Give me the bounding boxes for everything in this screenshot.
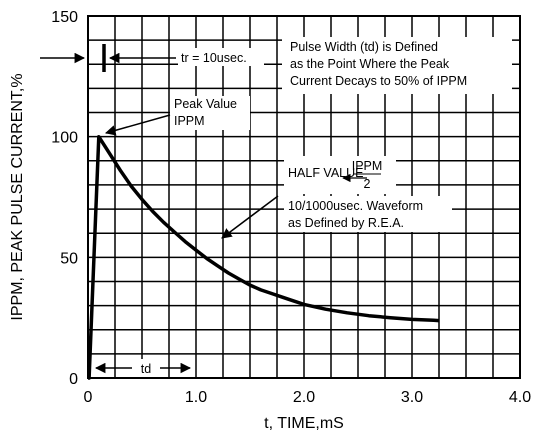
pulse-current-curve: [87, 134, 440, 380]
rise-label-bg: [178, 48, 264, 66]
half-value-bg: [284, 156, 396, 194]
waveform-line-2: as Defined by R.E.A.: [288, 216, 404, 230]
rise-time-annotation: tr = 10usec.: [40, 44, 264, 72]
rise-time-label: tr = 10usec.: [181, 51, 247, 65]
peak-arrow: [104, 114, 171, 136]
y-tick-labels: 0 50 100 150: [51, 9, 78, 388]
waveform-annotation: 10/1000usec. Waveform as Defined by R.E.…: [221, 195, 452, 239]
waveform-arrow: [221, 195, 279, 239]
y-tick-label: 150: [51, 9, 78, 26]
pulse-width-bg: [282, 37, 512, 94]
y-tick-label: 0: [69, 371, 78, 388]
half-value-annotation: HALF VALUE IPPM 2: [284, 156, 396, 194]
peak-label-bg: [170, 96, 250, 130]
pulse-width-line-1: Pulse Width (td) is Defined: [290, 40, 438, 54]
td-label: td: [141, 362, 151, 376]
waveform-line-1: 10/1000usec. Waveform: [288, 199, 423, 213]
peak-annotation: Peak Value IPPM: [104, 96, 250, 136]
peak-label-line-2: IPPM: [174, 114, 205, 128]
peak-label-line-1: Peak Value: [174, 97, 237, 111]
y-tick-label: 50: [60, 250, 78, 267]
x-tick-label: 0: [84, 389, 93, 406]
pulse-width-line-3: Current Decays to 50% of IPPM: [290, 74, 467, 88]
waveform-bg: [284, 196, 452, 232]
half-value-denominator: 2: [364, 177, 371, 191]
x-tick-label: 4.0: [509, 389, 531, 406]
pulse-width-line-2: as the Point Where the Peak: [290, 57, 450, 71]
x-tick-label: 1.0: [185, 389, 207, 406]
x-tick-label: 2.0: [293, 389, 315, 406]
y-axis-title: IPPM, PEAK PULSE CURRENT,%: [9, 73, 26, 320]
half-value-numerator: IPPM: [352, 159, 383, 173]
td-label-bg: [134, 359, 158, 377]
td-annotation: td: [94, 359, 192, 377]
pulse-width-annotation: Pulse Width (td) is Defined as the Point…: [282, 37, 512, 94]
plot-frame: [87, 15, 521, 379]
y-tick-label: 100: [51, 130, 78, 147]
x-tick-labels: 0 1.0 2.0 3.0 4.0: [84, 389, 532, 406]
x-axis-title: t, TIME,mS: [264, 415, 344, 432]
x-tick-label: 3.0: [401, 389, 423, 406]
